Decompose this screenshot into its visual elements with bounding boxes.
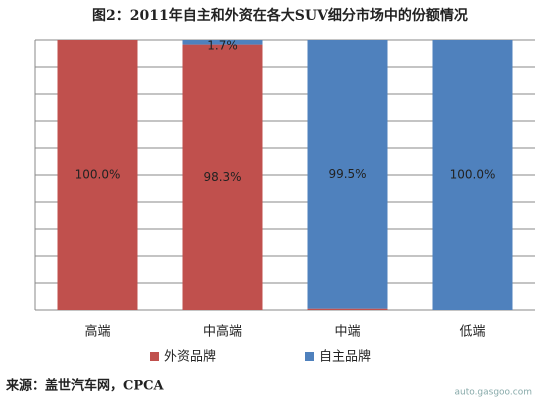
x-tick-label: 低端 xyxy=(459,325,485,340)
legend-swatch xyxy=(305,352,314,361)
data-label: 100.0% xyxy=(450,168,496,182)
data-label: 99.5% xyxy=(328,167,366,181)
legend-label: 外资品牌 xyxy=(164,349,216,365)
legend-swatch xyxy=(150,352,159,361)
bar-segment xyxy=(432,40,513,310)
watermark: auto.gasgoo.com xyxy=(454,388,532,398)
bar-segment xyxy=(307,40,388,309)
bar-segment xyxy=(307,308,388,310)
source-note: 来源：盖世汽车网，CPCA xyxy=(5,378,164,394)
data-label: 98.3% xyxy=(203,170,241,184)
legend-label: 自主品牌 xyxy=(319,349,371,365)
x-tick-label: 中端 xyxy=(334,325,360,340)
bar-segment xyxy=(182,40,263,45)
data-label: 1.7% xyxy=(207,39,238,53)
bar-segment xyxy=(182,44,263,311)
chart-title: 图2：2011年自主和外资在各大SUV细分市场中的份额情况 xyxy=(92,7,468,24)
bar-segment xyxy=(57,40,138,310)
x-tick-label: 高端 xyxy=(84,324,110,340)
x-tick-label: 中高端 xyxy=(203,324,242,340)
data-label: 100.0% xyxy=(75,168,121,182)
